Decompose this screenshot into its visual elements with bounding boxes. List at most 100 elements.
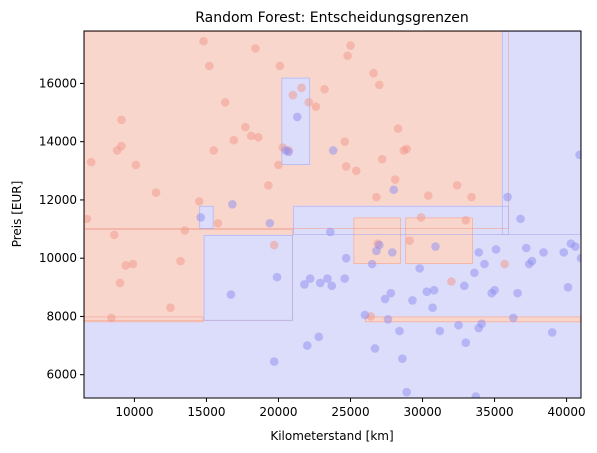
data-point-high [213,218,223,228]
data-point-low [398,354,407,363]
plot-frame [83,30,582,399]
data-point-high [372,192,381,202]
data-point-high [500,259,509,269]
data-point-high [269,240,279,250]
y-axis-label: Preis [EUR] [10,181,24,248]
data-point-high [288,90,298,100]
data-point-low [367,259,377,269]
data-point-low [314,332,324,342]
data-point-low [415,264,424,273]
data-point-high [131,160,141,170]
data-point-low [383,315,393,324]
decision-boundary [353,217,401,264]
data-point-low [305,274,315,283]
y-tick-label: 12000 [39,193,77,207]
data-point-low [470,268,479,278]
decision-boundary [281,77,311,165]
decision-boundary [203,235,293,321]
data-point-low [461,338,471,347]
data-point-high [423,191,433,200]
data-point-low [272,272,282,282]
x-axis: 10000 15000 20000 25000 30000 35000 40000 [115,398,586,419]
decision-region-low [199,205,214,230]
data-point-low [513,288,522,298]
data-point-low [292,112,302,122]
data-point-high [393,124,403,133]
data-point-high [369,68,378,78]
x-tick-label: 25000 [331,405,369,419]
data-point-low [516,214,525,224]
y-tick-label: 14000 [39,135,77,149]
data-point-low [454,320,463,330]
decision-region-high [364,316,581,323]
data-point-high [377,154,387,164]
data-point-low [559,248,569,257]
decision-boundary [293,205,509,235]
data-point-high [346,41,355,50]
data-point-low [429,285,439,295]
data-point-low [477,319,486,329]
data-point-high [341,162,351,171]
data-point-high [121,261,131,270]
data-point-low [380,294,390,304]
data-point-low [386,288,396,298]
data-point-low [395,326,404,336]
data-point-high [199,36,208,46]
y-tick-label: 16000 [39,76,77,90]
data-point-high [297,83,306,93]
data-point-high [343,51,352,61]
data-point-high [320,84,329,94]
data-point-low [503,192,512,202]
data-point-low [480,259,489,269]
data-point-low [360,310,370,320]
data-point-low [284,147,293,157]
data-point-high [251,44,260,53]
data-point-high [229,135,239,145]
data-point-low [315,278,325,288]
data-point-low [570,242,580,251]
x-axis-label: Kilometerstand [km] [270,429,393,443]
data-point-low [408,296,417,305]
data-point-high [402,144,411,154]
data-point-high [194,197,204,206]
decision-regions [84,31,581,398]
data-point-low [521,243,531,253]
data-point-low [375,240,384,250]
data-point-low [435,326,445,336]
data-point-low [474,248,484,257]
data-point-low [228,200,237,209]
data-point-high [241,122,250,132]
data-point-low [490,285,499,295]
data-point-high [151,188,161,197]
data-point-low [576,253,581,263]
decision-region-low [501,31,581,235]
data-point-low [422,287,432,296]
chart-title: Random Forest: Entscheidungsgrenzen [195,10,469,26]
data-point-high [246,131,256,141]
data-point-low [563,283,573,292]
data-point-high [340,137,350,146]
data-point-low [527,256,537,266]
data-point-low [471,392,481,398]
data-point-low [328,146,338,155]
data-point-high [461,216,471,225]
y-axis: 6000 8000 10000 12000 14000 16000 [39,76,84,382]
data-point-high [351,166,361,176]
data-point-low [370,344,380,353]
data-point-low [265,218,275,228]
data-point-high [390,175,400,184]
data-point-low [302,341,312,350]
data-point-high [115,278,125,288]
data-point-high [117,141,126,151]
data-point-high [205,61,214,71]
data-point-low [340,274,350,283]
decision-region-high [405,217,473,265]
x-tick-label: 10000 [115,405,153,419]
data-point-high [86,157,96,167]
x-tick-label: 35000 [475,405,513,419]
data-point-low [341,253,351,263]
data-point-high [107,313,116,323]
data-point-high [275,61,285,71]
x-tick-label: 40000 [548,405,586,419]
data-point-high [209,146,218,155]
